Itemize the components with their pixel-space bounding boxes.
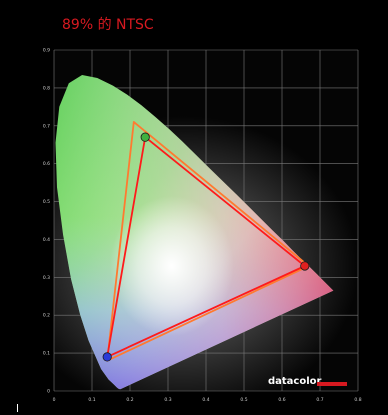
chart-headline: 89% 的 NTSC bbox=[62, 17, 154, 33]
text-cursor bbox=[17, 404, 18, 412]
blue-primary-point bbox=[102, 352, 112, 362]
x-tick-label: 0.7 bbox=[316, 397, 323, 403]
y-tick-label: 0.8 bbox=[43, 85, 50, 91]
y-tick-label: 0.4 bbox=[43, 237, 50, 243]
gamut-triangles bbox=[102, 121, 310, 362]
x-tick-label: 0.5 bbox=[240, 397, 247, 403]
y-tick-label: 0.6 bbox=[43, 161, 50, 167]
tick-labels: 0 0.1 0.2 0.3 0.4 0.5 0.6 0.7 0.8 0 0.1 0.2 0.3 0.4 0.… bbox=[43, 48, 362, 404]
x-tick-label: 0.1 bbox=[88, 397, 95, 403]
y-tick-label: 0.1 bbox=[43, 351, 50, 357]
white-point-glow bbox=[109, 195, 234, 336]
y-tick-label: 0.7 bbox=[43, 123, 50, 129]
spectral-locus bbox=[55, 75, 334, 390]
measured-gamut-triangle bbox=[106, 136, 306, 358]
green-primary-point bbox=[140, 132, 150, 142]
x-tick-label: 0.8 bbox=[354, 397, 361, 403]
y-tick-label: 0.3 bbox=[43, 275, 50, 281]
x-tick-label: 0.2 bbox=[126, 397, 133, 403]
datacolor-logo-bar bbox=[317, 382, 347, 386]
x-tick-label: 0.4 bbox=[202, 397, 209, 403]
x-tick-label: 0 bbox=[53, 397, 56, 403]
y-tick-label: 0.2 bbox=[43, 313, 50, 319]
datacolor-logo: datacolor bbox=[268, 376, 322, 387]
red-primary-point bbox=[300, 261, 310, 271]
y-tick-label: 0 bbox=[47, 389, 50, 395]
reference-gamut-triangle bbox=[106, 121, 310, 362]
y-tick-label: 0.9 bbox=[43, 48, 50, 54]
x-tick-label: 0.3 bbox=[164, 397, 171, 403]
x-tick-label: 0.6 bbox=[278, 397, 285, 403]
y-tick-label: 0.5 bbox=[43, 199, 50, 205]
